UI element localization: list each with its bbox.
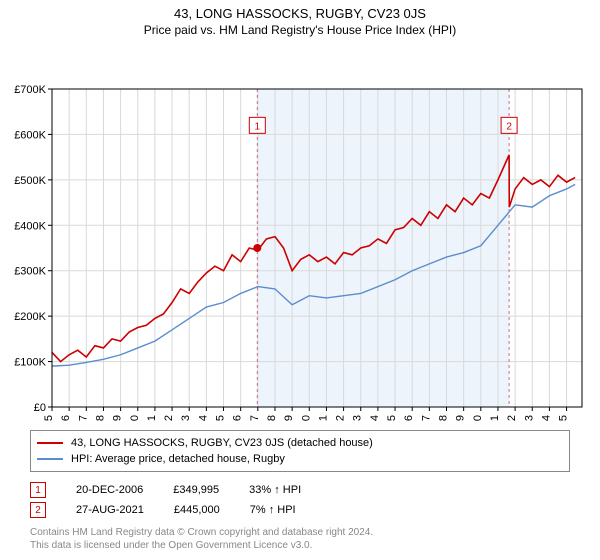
svg-text:2021: 2021 xyxy=(489,415,501,421)
svg-text:£700K: £700K xyxy=(14,84,46,96)
svg-text:2011: 2011 xyxy=(317,415,329,421)
svg-text:1: 1 xyxy=(255,121,261,132)
license-line: Contains HM Land Registry data © Crown c… xyxy=(30,526,570,539)
svg-text:2022: 2022 xyxy=(506,415,518,421)
svg-text:2019: 2019 xyxy=(455,415,467,421)
svg-text:£500K: £500K xyxy=(14,175,46,187)
legend-label: 43, LONG HASSOCKS, RUGBY, CV23 0JS (deta… xyxy=(71,437,373,449)
marker-price: £445,000 xyxy=(174,504,220,516)
svg-text:1999: 1999 xyxy=(112,415,124,421)
marker-price: £349,995 xyxy=(173,484,219,496)
legend: 43, LONG HASSOCKS, RUGBY, CV23 0JS (deta… xyxy=(30,430,570,472)
svg-text:2010: 2010 xyxy=(300,415,312,421)
marker-diff: 7% ↑ HPI xyxy=(250,504,296,516)
svg-text:2008: 2008 xyxy=(266,415,278,421)
legend-label: HPI: Average price, detached house, Rugb… xyxy=(71,453,285,465)
price-chart: £0 £100K £200K £300K £400K £500K £600K £700K 199… xyxy=(0,41,600,424)
svg-text:2018: 2018 xyxy=(437,415,449,421)
svg-text:£100K: £100K xyxy=(14,357,46,369)
svg-text:2005: 2005 xyxy=(215,415,227,421)
sale-marker-row: 1 20-DEC-2006 £349,995 33% ↑ HPI xyxy=(30,480,570,500)
svg-text:2014: 2014 xyxy=(369,415,381,421)
marker-diff: 33% ↑ HPI xyxy=(249,484,301,496)
svg-text:£0: £0 xyxy=(34,402,46,414)
svg-text:2006: 2006 xyxy=(232,415,244,421)
legend-swatch xyxy=(37,458,63,460)
svg-text:2015: 2015 xyxy=(386,415,398,421)
svg-text:1996: 1996 xyxy=(60,415,72,421)
svg-text:2020: 2020 xyxy=(472,415,484,421)
svg-text:2017: 2017 xyxy=(420,415,432,421)
marker-badge: 1 xyxy=(30,482,46,498)
legend-item-hpi: HPI: Average price, detached house, Rugb… xyxy=(37,451,563,467)
license-line: This data is licensed under the Open Gov… xyxy=(30,539,570,552)
marker-date: 20-DEC-2006 xyxy=(76,484,143,496)
svg-text:2025: 2025 xyxy=(558,415,570,421)
svg-text:1997: 1997 xyxy=(77,415,89,421)
svg-text:2009: 2009 xyxy=(283,415,295,421)
svg-text:2013: 2013 xyxy=(352,415,364,421)
legend-item-property: 43, LONG HASSOCKS, RUGBY, CV23 0JS (deta… xyxy=(37,435,563,451)
svg-text:2023: 2023 xyxy=(523,415,535,421)
svg-text:2016: 2016 xyxy=(403,415,415,421)
svg-text:2004: 2004 xyxy=(197,415,209,421)
svg-text:2003: 2003 xyxy=(180,415,192,421)
svg-text:1995: 1995 xyxy=(43,415,55,421)
sale-markers: 1 20-DEC-2006 £349,995 33% ↑ HPI 2 27-AU… xyxy=(30,480,570,520)
svg-text:£400K: £400K xyxy=(14,220,46,232)
svg-text:2007: 2007 xyxy=(249,415,261,421)
svg-text:1998: 1998 xyxy=(94,415,106,421)
svg-text:2: 2 xyxy=(506,121,512,132)
marker-badge: 2 xyxy=(30,502,46,518)
svg-text:£200K: £200K xyxy=(14,311,46,323)
svg-text:2002: 2002 xyxy=(163,415,175,421)
license-text: Contains HM Land Registry data © Crown c… xyxy=(30,526,570,552)
svg-text:2024: 2024 xyxy=(540,415,552,421)
page-subtitle: Price paid vs. HM Land Registry's House … xyxy=(0,21,600,41)
svg-text:£600K: £600K xyxy=(14,129,46,141)
sale-marker-row: 2 27-AUG-2021 £445,000 7% ↑ HPI xyxy=(30,500,570,520)
svg-text:2000: 2000 xyxy=(129,415,141,421)
svg-text:£300K: £300K xyxy=(14,266,46,278)
legend-swatch xyxy=(37,442,63,444)
svg-text:2001: 2001 xyxy=(146,415,158,421)
svg-text:2012: 2012 xyxy=(335,415,347,421)
marker-date: 27-AUG-2021 xyxy=(76,504,144,516)
page-title: 43, LONG HASSOCKS, RUGBY, CV23 0JS xyxy=(0,0,600,21)
